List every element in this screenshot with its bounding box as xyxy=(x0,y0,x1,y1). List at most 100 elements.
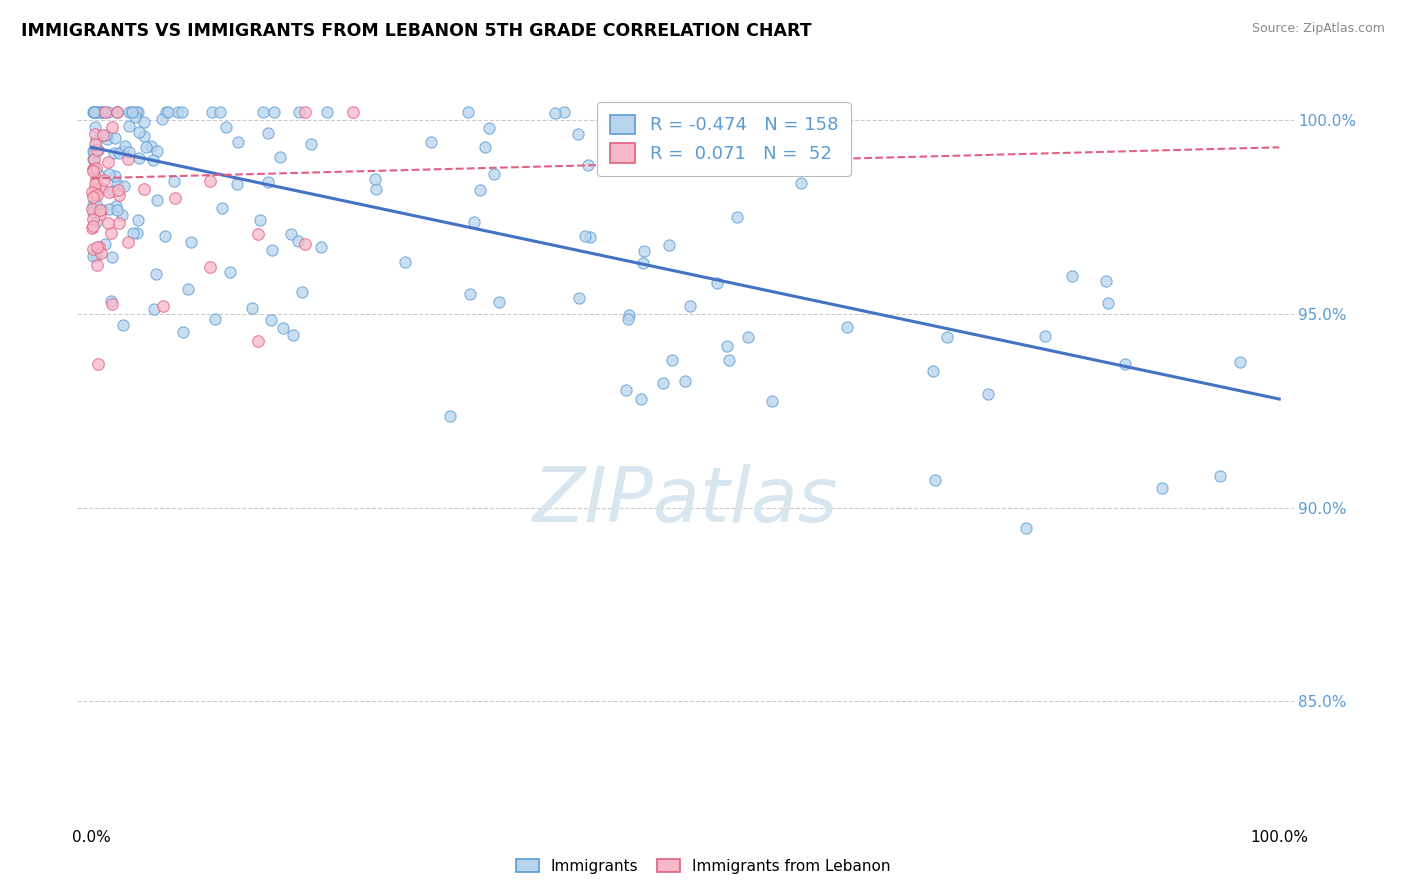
Point xyxy=(180,235,202,249)
Point xyxy=(263,105,285,120)
Point xyxy=(617,309,640,323)
Point xyxy=(117,235,139,249)
Point xyxy=(90,105,112,120)
Point xyxy=(790,177,813,191)
Point xyxy=(633,256,655,270)
Point xyxy=(105,202,128,217)
Point xyxy=(87,144,110,158)
Point xyxy=(87,240,110,254)
Point xyxy=(82,221,104,235)
Point xyxy=(82,161,104,176)
Point xyxy=(309,240,332,254)
Point xyxy=(83,105,105,120)
Point xyxy=(139,138,162,153)
Point xyxy=(90,181,112,195)
Point xyxy=(576,158,599,172)
Point xyxy=(717,352,740,367)
Point xyxy=(93,172,115,186)
Point xyxy=(105,105,128,120)
Point xyxy=(82,249,104,263)
Point xyxy=(260,312,283,326)
Point xyxy=(156,105,179,120)
Point xyxy=(111,208,134,222)
Point xyxy=(122,227,145,241)
Point xyxy=(127,105,149,120)
Point xyxy=(211,201,233,215)
Point xyxy=(91,128,114,142)
Point xyxy=(86,105,108,120)
Point xyxy=(111,318,134,333)
Point xyxy=(132,181,155,195)
Point xyxy=(97,216,120,230)
Point xyxy=(553,105,575,120)
Point xyxy=(82,153,104,167)
Point xyxy=(118,105,141,120)
Point xyxy=(579,230,602,244)
Point xyxy=(1114,357,1136,371)
Point xyxy=(463,215,485,229)
Point xyxy=(84,215,107,229)
Point xyxy=(93,237,115,252)
Point xyxy=(84,120,107,134)
Point xyxy=(89,206,111,220)
Point xyxy=(87,105,110,120)
Point xyxy=(567,128,589,142)
Point xyxy=(87,167,110,181)
Point xyxy=(257,175,280,189)
Point xyxy=(658,238,681,252)
Point xyxy=(630,392,652,406)
Point xyxy=(82,243,104,257)
Point xyxy=(716,339,738,353)
Point xyxy=(107,215,129,229)
Point xyxy=(90,245,112,260)
Point xyxy=(117,153,139,167)
Point xyxy=(83,105,105,120)
Point xyxy=(271,321,294,335)
Point xyxy=(83,145,105,160)
Point xyxy=(134,129,156,144)
Point xyxy=(82,219,104,234)
Point xyxy=(152,112,174,126)
Point xyxy=(226,178,249,192)
Point xyxy=(269,150,291,164)
Point xyxy=(90,105,112,120)
Point xyxy=(100,294,122,309)
Point xyxy=(299,136,322,151)
Point xyxy=(457,105,479,120)
Point xyxy=(145,193,167,207)
Point xyxy=(287,235,309,249)
Point xyxy=(725,210,748,224)
Point xyxy=(142,153,165,167)
Point xyxy=(107,183,129,197)
Point xyxy=(152,299,174,313)
Point xyxy=(112,178,135,193)
Point xyxy=(921,363,943,377)
Point xyxy=(1033,328,1056,343)
Point xyxy=(651,376,673,390)
Point xyxy=(105,105,128,120)
Point xyxy=(200,260,222,275)
Point xyxy=(84,197,107,211)
Point xyxy=(574,229,596,244)
Point xyxy=(114,138,136,153)
Point xyxy=(94,105,117,120)
Point xyxy=(86,357,108,371)
Point xyxy=(204,312,226,326)
Point xyxy=(366,182,388,196)
Point xyxy=(1015,521,1038,535)
Point xyxy=(163,174,186,188)
Point xyxy=(315,105,337,120)
Point xyxy=(105,199,128,213)
Point xyxy=(420,135,443,149)
Text: ZIPatlas: ZIPatlas xyxy=(533,465,838,538)
Point xyxy=(128,125,150,139)
Point xyxy=(977,386,1000,401)
Point xyxy=(125,105,148,120)
Point xyxy=(260,243,283,257)
Point xyxy=(86,133,108,147)
Point xyxy=(89,203,111,218)
Point xyxy=(246,227,269,242)
Point xyxy=(661,352,683,367)
Point xyxy=(201,105,224,120)
Point xyxy=(82,205,104,219)
